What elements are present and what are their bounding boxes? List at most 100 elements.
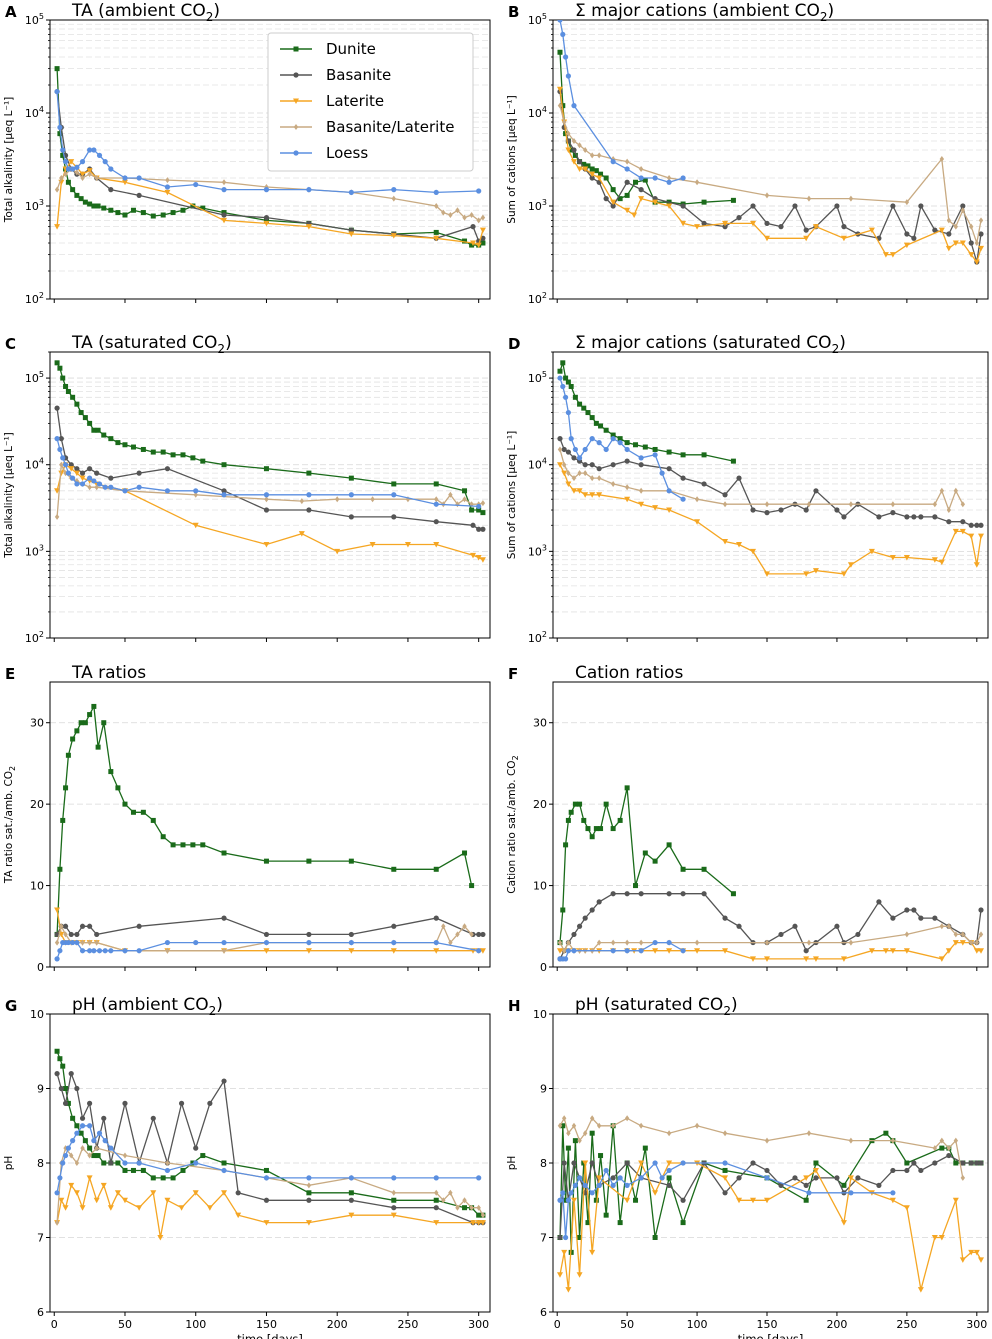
data-point [568,1190,574,1196]
data-point [62,1100,69,1106]
data-point [722,538,729,545]
series-line-dunite [559,1125,981,1253]
data-point [904,514,910,520]
data-point [441,209,446,216]
data-point [57,131,63,137]
data-point [348,231,355,237]
data-point [476,931,482,938]
data-point [666,179,672,185]
data-point [638,175,644,181]
data-point [54,1219,60,1226]
data-point [94,931,100,938]
data-point [87,466,93,472]
data-point [960,207,966,214]
data-point [561,470,568,477]
data-point [803,507,809,513]
data-point [74,192,80,198]
data-point [848,501,854,508]
data-point [565,379,571,385]
data-point [433,915,439,921]
data-point [82,199,88,205]
data-point [666,842,672,848]
data-point [812,568,819,574]
series-line-basanite-laterite [559,925,982,953]
data-point [596,440,602,446]
data-point [70,475,76,481]
data-point [78,720,84,726]
data-point [931,1235,938,1241]
data-point [480,240,486,246]
data-point [848,1137,854,1144]
data-point [334,548,341,555]
data-point [475,554,482,561]
data-point [939,1137,945,1144]
data-point [565,409,571,416]
data-point [953,931,959,938]
data-point [666,1182,672,1188]
data-point [108,1160,114,1166]
x-tick-label: 200 [826,1318,847,1331]
series-line-basanite [56,917,483,936]
data-point [121,179,128,186]
data-point [959,1257,966,1263]
data-point [455,207,460,214]
data-point [812,956,819,962]
data-point [221,187,227,193]
axes-frame [49,1013,491,1313]
data-point [953,223,959,230]
data-point [434,203,439,209]
data-point [263,507,270,513]
data-point [557,20,563,23]
data-point [68,1071,74,1077]
data-point [904,1160,910,1166]
panel-letter: F [508,665,518,683]
data-point [603,801,609,807]
data-point [58,1197,65,1204]
data-point [108,1145,114,1151]
data-point [566,470,571,477]
data-point [348,189,354,196]
data-point [348,514,354,520]
data-point [462,238,468,244]
data-point [74,931,80,938]
data-point [903,948,910,954]
data-point [978,245,985,252]
data-point [666,1175,672,1181]
axes-frame [49,681,491,968]
data-point [95,427,101,433]
data-point [170,210,176,216]
data-point [207,1100,213,1106]
data-point [165,177,170,184]
data-point [764,510,770,516]
data-point [263,215,270,221]
data-point [475,242,482,249]
data-point [617,196,623,202]
data-point [572,1182,578,1188]
plot-area [54,1048,486,1241]
data-point [694,519,701,525]
data-point [305,224,312,230]
data-point [130,207,136,213]
data-point [263,187,270,193]
data-point [102,484,108,490]
data-point [624,785,630,791]
data-point [882,252,889,258]
data-point [890,1137,896,1144]
x-tick-label: 100 [185,1318,206,1331]
data-point [978,948,985,954]
data-point [170,452,176,458]
data-point [911,1160,917,1166]
data-point [596,899,602,905]
data-point [70,394,76,400]
data-point [160,449,166,455]
data-point [841,1182,847,1188]
data-point [480,1212,486,1219]
y-tick-label: 9 [540,1083,547,1096]
data-point [659,470,665,476]
data-point [70,187,76,193]
data-point [968,252,975,258]
data-point [722,1130,728,1137]
data-point [565,481,572,487]
data-point [79,948,86,954]
series-line-dunite [56,1051,483,1216]
